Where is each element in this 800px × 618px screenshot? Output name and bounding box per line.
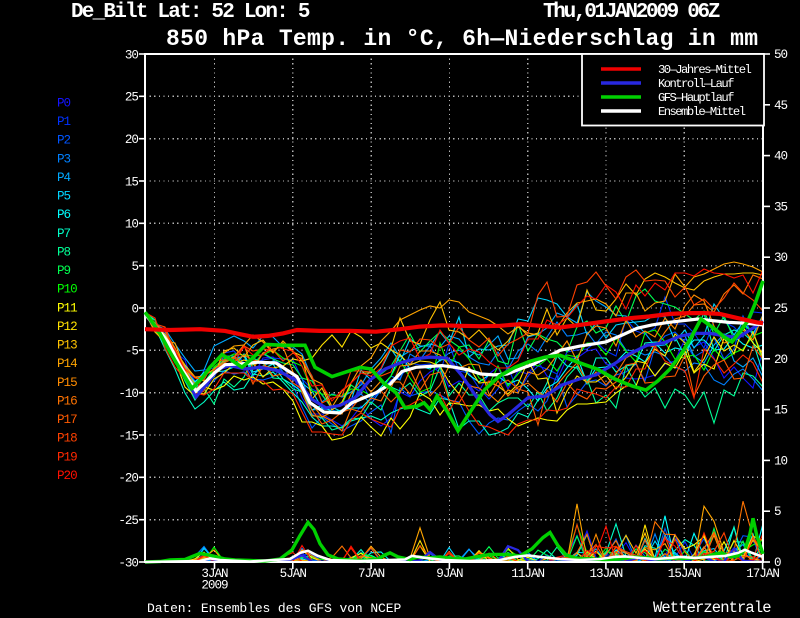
svg-text:-20: -20 — [118, 472, 138, 486]
svg-text:15: 15 — [774, 404, 788, 418]
svg-text:0: 0 — [774, 556, 781, 570]
svg-text:-10: -10 — [118, 387, 138, 401]
svg-text:17JAN: 17JAN — [746, 567, 779, 581]
svg-text:GFS—Hauptlauf: GFS—Hauptlauf — [658, 91, 734, 105]
svg-text:P12: P12 — [57, 320, 77, 334]
svg-text:5JAN: 5JAN — [280, 567, 307, 581]
svg-text:9JAN: 9JAN — [436, 567, 463, 581]
svg-text:P1: P1 — [57, 115, 71, 129]
svg-text:40: 40 — [774, 150, 788, 164]
svg-text:P20: P20 — [57, 469, 77, 483]
svg-text:-30: -30 — [118, 556, 138, 570]
svg-text:30: 30 — [125, 48, 139, 62]
svg-text:45: 45 — [774, 99, 788, 113]
svg-text:30: 30 — [774, 251, 788, 265]
svg-text:5: 5 — [774, 505, 781, 519]
svg-text:P11: P11 — [57, 301, 77, 315]
svg-text:850 hPa Temp. in °C, 6h—Nieder: 850 hPa Temp. in °C, 6h—Niederschlag in … — [166, 26, 758, 52]
svg-text:P5: P5 — [57, 190, 71, 204]
svg-text:11JAN: 11JAN — [511, 567, 544, 581]
svg-text:P16: P16 — [57, 394, 77, 408]
svg-text:P10: P10 — [57, 283, 77, 297]
svg-text:P3: P3 — [57, 152, 71, 166]
svg-text:-25: -25 — [118, 514, 138, 528]
svg-text:-5: -5 — [125, 345, 139, 359]
svg-text:10: 10 — [774, 454, 788, 468]
svg-text:-15: -15 — [118, 429, 138, 443]
svg-text:0: 0 — [131, 302, 138, 316]
svg-text:3JAN: 3JAN — [201, 567, 228, 581]
svg-text:P15: P15 — [57, 376, 77, 390]
svg-text:P18: P18 — [57, 432, 77, 446]
svg-text:Thu,01JAN2009 06Z: Thu,01JAN2009 06Z — [543, 1, 720, 24]
svg-text:10: 10 — [125, 218, 139, 232]
svg-text:P0: P0 — [57, 97, 71, 111]
svg-text:13JAN: 13JAN — [590, 567, 623, 581]
svg-text:5: 5 — [131, 260, 138, 274]
svg-text:P14: P14 — [57, 357, 77, 371]
svg-text:De_Bilt Lat: 52 Lon: 5: De_Bilt Lat: 52 Lon: 5 — [71, 1, 310, 24]
svg-text:30—Jahres—Mittel: 30—Jahres—Mittel — [658, 63, 751, 77]
svg-text:35: 35 — [774, 200, 788, 214]
svg-text:P7: P7 — [57, 227, 71, 241]
svg-text:Daten: Ensembles des GFS von N: Daten: Ensembles des GFS von NCEP — [147, 601, 401, 616]
svg-text:P19: P19 — [57, 450, 77, 464]
svg-text:20: 20 — [125, 133, 139, 147]
svg-text:P4: P4 — [57, 171, 71, 185]
svg-text:25: 25 — [774, 302, 788, 316]
svg-text:P6: P6 — [57, 208, 71, 222]
svg-text:25: 25 — [125, 91, 139, 105]
svg-text:Kontroll—Lauf: Kontroll—Lauf — [658, 77, 734, 91]
svg-text:2009: 2009 — [201, 578, 228, 592]
svg-text:50: 50 — [774, 48, 788, 62]
svg-text:7JAN: 7JAN — [358, 567, 385, 581]
svg-text:P8: P8 — [57, 246, 71, 260]
svg-text:15: 15 — [125, 175, 139, 189]
svg-text:P9: P9 — [57, 264, 71, 278]
svg-text:P2: P2 — [57, 134, 71, 148]
svg-text:Wetterzentrale: Wetterzentrale — [653, 599, 771, 617]
svg-text:P13: P13 — [57, 339, 77, 353]
svg-text:20: 20 — [774, 353, 788, 367]
svg-text:15JAN: 15JAN — [668, 567, 701, 581]
svg-text:Ensemble—Mittel: Ensemble—Mittel — [658, 105, 746, 119]
svg-text:P17: P17 — [57, 413, 77, 427]
